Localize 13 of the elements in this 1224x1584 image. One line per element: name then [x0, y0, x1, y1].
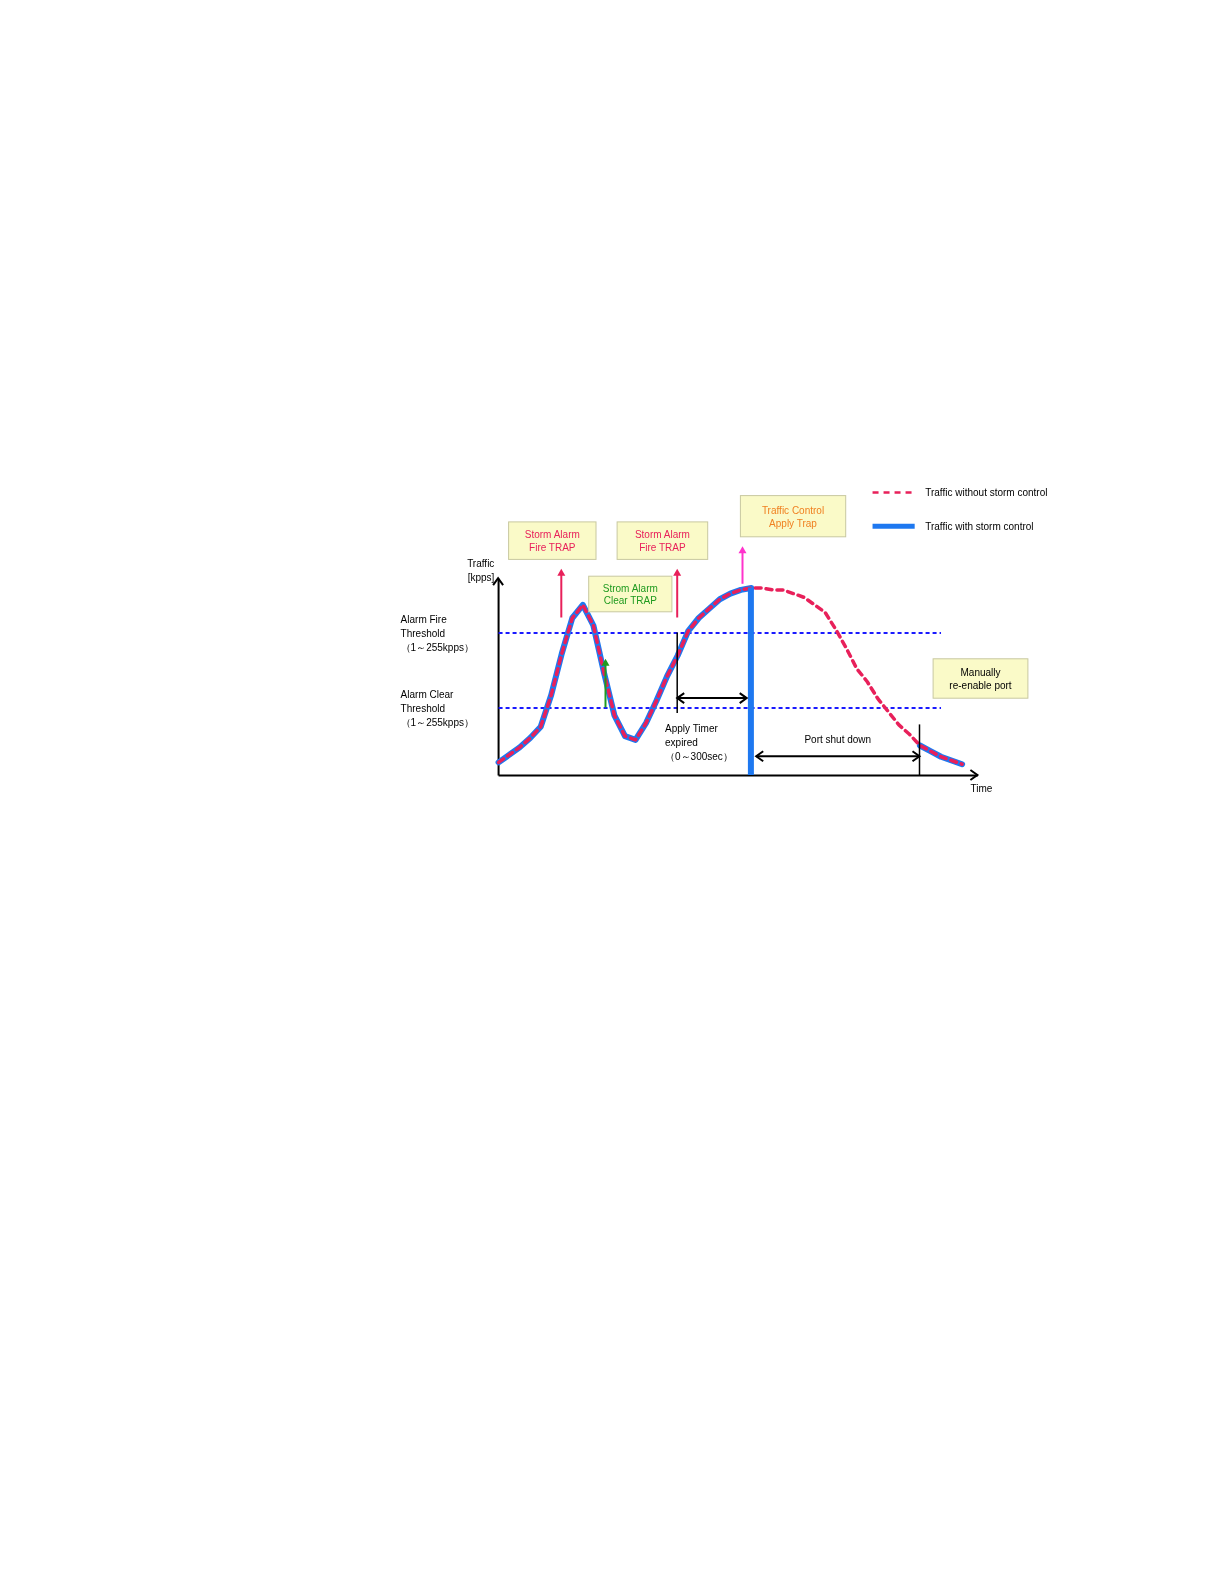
ref-line-label: Alarm Fire Threshold （1～255kpps）: [400, 614, 474, 653]
ref-line-label: Alarm Clear Threshold （1～255kpps）: [400, 689, 474, 728]
text: Storm Alarm Fire TRAP: [634, 529, 690, 553]
legend-label: Traffic without storm control: [925, 486, 1048, 498]
text: Traffic Control Apply Trap: [761, 505, 825, 529]
annotation: Strom Alarm Clear TRAP: [602, 582, 658, 607]
text: Storm Alarm Fire TRAP: [524, 529, 580, 553]
legend-label: Traffic with storm control: [925, 520, 1034, 532]
x-axis-title: Time: [970, 783, 993, 794]
annotation: Manually re-enable port: [949, 667, 1012, 691]
y-axis-title: Traffic [kpps]: [467, 558, 495, 583]
annotation: Port shut down: [804, 734, 872, 746]
annotation: Apply Timer expired （0～300sec）: [665, 723, 733, 762]
